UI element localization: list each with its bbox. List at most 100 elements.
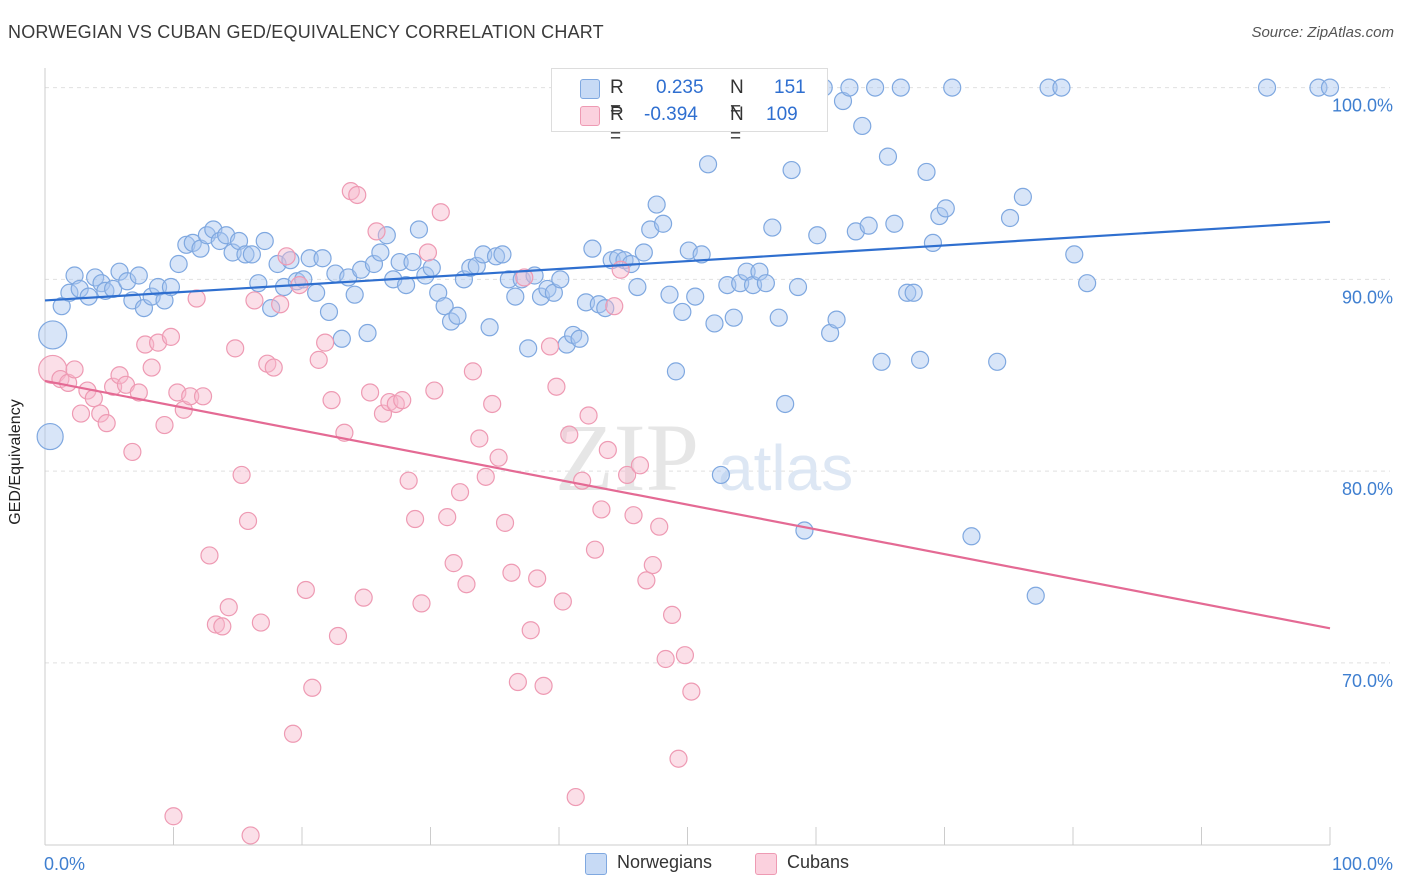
data-point [705, 314, 724, 333]
data-point [840, 78, 859, 97]
data-point [177, 235, 196, 254]
data-point [322, 391, 341, 410]
data-point [309, 350, 328, 369]
data-point [643, 555, 662, 575]
data-point [405, 509, 425, 529]
data-point [637, 571, 656, 590]
data-point [1026, 586, 1045, 605]
data-point [461, 258, 480, 277]
n-label: N = [730, 104, 744, 147]
data-point [1257, 78, 1277, 97]
data-point [763, 218, 782, 237]
data-point [36, 422, 64, 451]
legend-label: Norwegians [617, 852, 713, 872]
data-point [885, 214, 904, 233]
data-point [123, 442, 142, 462]
r-value: -0.394 [644, 104, 698, 125]
x-tick-label: 100.0% [1332, 854, 1393, 874]
data-point [634, 243, 653, 262]
data-point [255, 231, 274, 251]
data-point [936, 199, 955, 218]
data-point [782, 160, 801, 180]
data-point [373, 404, 393, 423]
data-point [624, 506, 643, 525]
data-point [872, 352, 891, 371]
r-label: R = [610, 77, 624, 120]
data-point [788, 277, 808, 297]
norwegians-swatch [585, 853, 607, 875]
data-point [307, 283, 326, 302]
watermark-zip: ZIP [555, 404, 699, 511]
data-point [508, 672, 527, 692]
data-point [519, 339, 538, 358]
data-point [328, 626, 348, 646]
data-point [155, 415, 174, 435]
data-point [521, 621, 540, 640]
data-point [489, 448, 508, 467]
data-point [409, 220, 429, 239]
data-point [1000, 208, 1020, 228]
data-point [164, 807, 183, 826]
data-point [910, 350, 930, 369]
data-point [65, 360, 84, 379]
data-point [853, 116, 872, 136]
data-point [348, 185, 367, 205]
cubans-swatch [755, 853, 777, 875]
data-point [367, 222, 386, 241]
data-point [630, 456, 650, 475]
data-point [486, 247, 506, 266]
data-point [1013, 187, 1032, 206]
x-tick-label: 0.0% [44, 854, 85, 874]
data-point [435, 297, 454, 316]
data-point [859, 216, 878, 235]
data-point [206, 615, 226, 634]
data-point [660, 285, 679, 304]
data-point [470, 429, 489, 448]
data-point [277, 247, 296, 266]
data-point [923, 233, 943, 253]
data-point [878, 147, 898, 166]
data-point [316, 333, 335, 352]
data-point [213, 617, 232, 636]
data-point [450, 483, 470, 502]
data-point [495, 513, 515, 532]
data-point [724, 308, 743, 327]
data-point [91, 404, 110, 423]
data-point [181, 387, 200, 406]
y-tick-label: 90.0% [1342, 287, 1393, 307]
data-point [499, 270, 518, 289]
data-point [579, 406, 598, 425]
norwegians-swatch [580, 79, 600, 99]
data-point [97, 414, 116, 433]
trend-line [44, 379, 1331, 630]
data-point [515, 268, 534, 287]
data-point [570, 329, 589, 348]
data-point [313, 249, 332, 268]
data-point [596, 299, 615, 318]
data-point [438, 508, 457, 527]
r-label: R = [610, 104, 624, 147]
data-point [917, 162, 936, 182]
data-point [129, 383, 148, 402]
data-point [583, 239, 602, 258]
watermark-atlas: atlas [718, 432, 853, 504]
cubans-swatch [580, 106, 600, 126]
data-point [618, 465, 637, 485]
data-point [264, 358, 283, 377]
data-point [656, 649, 675, 669]
data-point [38, 320, 68, 350]
data-point [483, 394, 502, 414]
data-point [540, 337, 560, 356]
data-point [425, 381, 444, 400]
data-point [592, 500, 611, 519]
data-point [104, 279, 123, 299]
data-point [675, 646, 695, 665]
data-point [898, 283, 917, 302]
data-point [698, 155, 718, 174]
n-value: 109 [766, 104, 798, 125]
data-point [673, 302, 692, 322]
data-point [457, 575, 476, 594]
y-tick-label: 100.0% [1332, 96, 1393, 116]
data-point [891, 78, 910, 97]
data-point [493, 245, 512, 264]
